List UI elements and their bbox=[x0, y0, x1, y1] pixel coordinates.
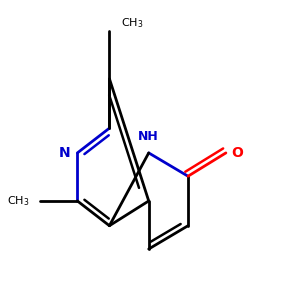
Text: O: O bbox=[232, 146, 244, 160]
Text: CH$_3$: CH$_3$ bbox=[7, 194, 29, 208]
Text: N: N bbox=[58, 146, 70, 160]
Text: CH$_3$: CH$_3$ bbox=[121, 16, 143, 30]
Text: NH: NH bbox=[138, 130, 159, 143]
